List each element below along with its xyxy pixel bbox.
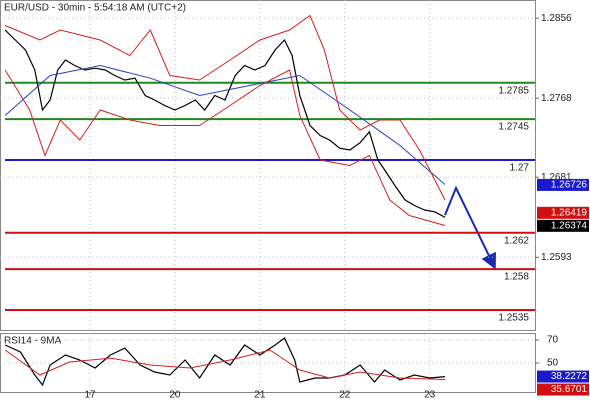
- y-tick-label: 1.2768: [541, 93, 572, 104]
- series-line: [4, 64, 446, 185]
- y-tick-label: 1.2593: [541, 252, 572, 263]
- price-label: 1.26374: [551, 220, 588, 231]
- level-label: 1.2745: [498, 122, 529, 133]
- y-tick-label: 1.2856: [541, 13, 572, 24]
- y-tick-label: 70: [547, 335, 559, 346]
- x-tick-label: 17: [84, 390, 96, 400]
- chart-title: EUR/USD - 30min - 5:54:18 AM (UTC+2): [4, 3, 186, 14]
- series-line: [4, 69, 446, 226]
- y-tick-label: 50: [547, 358, 559, 369]
- price-label-box: [537, 383, 589, 396]
- x-tick-label: 22: [339, 390, 351, 400]
- level-label: 1.2535: [498, 313, 529, 324]
- level-label: 1.2785: [498, 85, 529, 96]
- y-tick-label: 1.2681: [541, 172, 572, 183]
- x-tick-label: 21: [254, 390, 266, 400]
- series-line: [4, 29, 446, 218]
- price-label-box: [537, 370, 589, 383]
- series-line: [4, 14, 446, 201]
- main-panel: [0, 0, 536, 331]
- series-line: [4, 349, 446, 380]
- price-label: 1.26419: [551, 207, 588, 218]
- x-tick-label: 20: [169, 390, 181, 400]
- price-label-box: [537, 178, 589, 191]
- price-label-box: [537, 206, 589, 219]
- level-label: 1.27: [510, 163, 530, 174]
- forecast-arrow: [444, 185, 496, 270]
- level-label: 1.262: [504, 235, 529, 246]
- price-label: 38.2272: [551, 371, 588, 382]
- x-tick-label: 23: [424, 390, 436, 400]
- price-label-box: [537, 219, 589, 232]
- series-line: [4, 337, 446, 387]
- price-label: 35.6701: [551, 384, 588, 395]
- rsi-title: RSI14 - 9MA: [4, 336, 62, 347]
- level-label: 1.258: [504, 272, 529, 283]
- price-label: 1.26726: [551, 180, 588, 191]
